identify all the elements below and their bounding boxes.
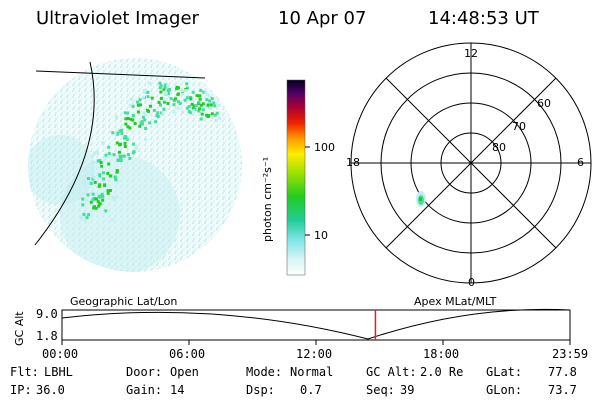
- timeline-x-tick-4: 23:59: [552, 347, 589, 361]
- timeline-y-axis-label: GC Alt: [13, 311, 26, 346]
- status-glon-label: GLon:: [486, 383, 523, 397]
- colorbar: [287, 80, 305, 275]
- status-gcalt-label: GC Alt:: [366, 365, 417, 379]
- mlt-label-6: 6: [577, 156, 584, 169]
- lat-label-70: 70: [512, 120, 526, 133]
- status-glat-label: GLat:: [486, 365, 523, 379]
- colorbar-unit-label: photon cm⁻²s⁻¹: [261, 156, 274, 242]
- timeline-x-tick-0: 00:00: [42, 347, 79, 361]
- status-gain-value: 14: [170, 383, 185, 397]
- timeline-x-tick-1: 06:00: [169, 347, 206, 361]
- polar-aurora-spot: [416, 191, 426, 207]
- lat-label-80: 80: [492, 141, 506, 154]
- timeline-x-tick-2: 12:00: [296, 347, 333, 361]
- status-seq-label: Seq:: [366, 383, 395, 397]
- status-mode-value: Normal: [290, 365, 334, 379]
- timeline-y-tick-low: 1.8: [36, 329, 58, 343]
- polar-plot: [350, 42, 592, 284]
- auroral-oval: [79, 81, 222, 222]
- status-flt-label: Flt:: [10, 365, 39, 379]
- timeline-left-title: Geographic Lat/Lon: [70, 295, 178, 308]
- limb-line: [35, 70, 206, 79]
- status-door-label: Door:: [126, 365, 163, 379]
- status-glon-value: 73.7: [548, 383, 577, 397]
- status-ip-label: IP:: [10, 383, 32, 397]
- status-ip-value: 36.0: [36, 383, 65, 397]
- status-gcalt-value: 2.0 Re: [420, 365, 464, 379]
- status-seq-value: 39: [400, 383, 415, 397]
- terminator-line: [34, 61, 95, 246]
- timeline-frame: [61, 309, 571, 341]
- mlt-label-18: 18: [346, 156, 360, 169]
- colorbar-tick-10: 10: [314, 229, 328, 242]
- app-title: Ultraviolet Imager: [36, 8, 199, 29]
- timeline-x-tick-3: 18:00: [423, 347, 460, 361]
- status-dsp-value: 0.7: [300, 383, 322, 397]
- lat-label-60: 60: [537, 97, 551, 110]
- status-flt-value: LBHL: [44, 365, 73, 379]
- status-dsp-label: Dsp:: [246, 383, 275, 397]
- status-glat-value: 77.8: [548, 365, 577, 379]
- altitude-curve: [61, 308, 571, 340]
- timeline-right-title: Apex MLat/MLT: [414, 295, 497, 308]
- status-mode-label: Mode:: [246, 365, 283, 379]
- timeline-y-tick-high: 9.0: [36, 307, 58, 321]
- status-door-value: Open: [170, 365, 199, 379]
- mlt-label-12: 12: [464, 47, 478, 60]
- mlt-label-0: 0: [468, 276, 475, 289]
- colorbar-tick-100: 100: [314, 141, 335, 154]
- date-label: 10 Apr 07: [278, 8, 367, 29]
- time-label: 14:48:53 UT: [428, 8, 539, 29]
- auroral-image: [28, 58, 242, 272]
- status-gain-label: Gain:: [126, 383, 163, 397]
